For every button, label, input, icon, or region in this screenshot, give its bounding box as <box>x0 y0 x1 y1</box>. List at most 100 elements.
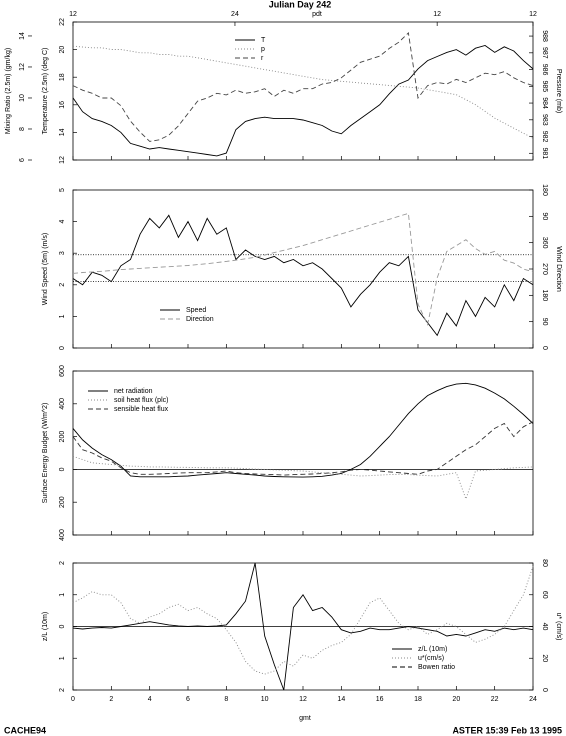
y-axis-title: Mixing Ratio (2.5m) (gm/kg) <box>5 48 12 134</box>
y-tick-label: 2 <box>59 283 66 287</box>
y-tick-label: 200 <box>59 496 66 508</box>
plot-frame <box>72 189 534 349</box>
series-line <box>72 421 534 476</box>
y-tick-label: 12 <box>19 63 26 71</box>
plot-frame <box>72 370 534 536</box>
y-tick-label: 22 <box>59 18 66 26</box>
y-tick-label: 2 <box>59 688 66 692</box>
y-axis-title: z/L (10m) <box>42 612 49 641</box>
y-tick-label: 983 <box>541 114 548 126</box>
series-line <box>72 455 534 501</box>
y-axis-title: Wind Speed (5m) (m/s) <box>42 233 49 305</box>
y-tick-label: 60 <box>541 591 548 599</box>
y-tick-label: 180 <box>541 289 548 301</box>
x-tick-label: 18 <box>414 696 422 703</box>
y-tick-label: 0 <box>59 467 66 471</box>
legend-label: soil heat flux (plc) <box>114 397 168 404</box>
y-tick-label: 20 <box>59 46 66 54</box>
series-line <box>72 214 534 337</box>
y-tick-label: 10 <box>19 94 26 102</box>
y-tick-label: 12 <box>59 156 66 164</box>
y-tick-label: 400 <box>59 398 66 410</box>
y-tick-label: 0 <box>59 346 66 350</box>
legend-label: Direction <box>186 316 214 323</box>
x-tick-label: 22 <box>491 696 499 703</box>
legend-label: z/L (10m) <box>418 646 447 653</box>
y-tick-label: 1 <box>59 314 66 318</box>
legend-label: Speed <box>186 307 206 314</box>
footer-left: CACHE94 <box>4 725 46 735</box>
y-tick-label: 982 <box>541 131 548 143</box>
x-tick-label: 6 <box>186 696 190 703</box>
y-tick-label: 0 <box>541 688 548 692</box>
y-tick-label: 14 <box>59 128 66 136</box>
y-tick-label: 1 <box>59 656 66 660</box>
x-tick-label: 8 <box>224 696 228 703</box>
series-line <box>72 45 534 139</box>
y-axis-title: Wind Direction <box>555 246 562 292</box>
y-tick-label: 1 <box>59 593 66 597</box>
y-axis-title: Surface Energy Budget (W/m^2) <box>42 403 49 504</box>
y-tick-label: 400 <box>59 529 66 541</box>
x-tick-label: 2 <box>109 696 113 703</box>
y-tick-label: 16 <box>59 101 66 109</box>
y-tick-label: 985 <box>541 80 548 92</box>
y-tick-label: 0 <box>541 346 548 350</box>
chart-title: Julian Day 242 <box>269 0 332 9</box>
top-axis-label: pdt <box>312 11 322 18</box>
top-tick-label: 12 <box>433 11 441 18</box>
y-tick-label: 180 <box>541 184 548 196</box>
top-tick-label: 12 <box>69 11 77 18</box>
legend-label: u*(cm/s) <box>418 655 444 662</box>
x-tick-label: 10 <box>261 696 269 703</box>
y-tick-label: 18 <box>59 73 66 81</box>
x-tick-label: 4 <box>148 696 152 703</box>
legend-label: p <box>261 46 265 53</box>
y-tick-label: 270 <box>541 263 548 275</box>
series-line <box>72 562 534 691</box>
y-tick-label: 90 <box>541 318 548 326</box>
y-axis-title: u* (cm/s) <box>555 613 562 641</box>
y-tick-label: 5 <box>59 188 66 192</box>
y-tick-label: 80 <box>541 559 548 567</box>
y-axis-title: Pressure (mb) <box>555 69 562 113</box>
y-tick-label: 600 <box>59 365 66 377</box>
y-tick-label: 987 <box>541 47 548 59</box>
y-tick-label: 40 <box>541 623 548 631</box>
y-tick-label: 988 <box>541 30 548 42</box>
series-line <box>72 45 534 157</box>
x-tick-label: 14 <box>337 696 345 703</box>
y-tick-label: 2 <box>59 561 66 565</box>
footer-right: ASTER 15:39 Feb 13 1995 <box>452 725 562 735</box>
legend-label: sensible heat flux <box>114 406 169 413</box>
plot-frame <box>72 21 534 161</box>
y-tick-label: 0 <box>59 624 66 628</box>
y-tick-label: 90 <box>541 212 548 220</box>
top-tick-label: 12 <box>529 11 537 18</box>
series-line <box>72 31 534 142</box>
y-tick-label: 981 <box>541 147 548 159</box>
x-tick-label: 0 <box>71 696 75 703</box>
x-tick-label: 24 <box>529 696 537 703</box>
series-line <box>72 382 534 478</box>
y-tick-label: 4 <box>59 220 66 224</box>
legend-label: Bowen ratio <box>418 664 455 671</box>
legend-label: net radiation <box>114 388 153 395</box>
legend-label: r <box>261 55 264 62</box>
x-tick-label: 20 <box>452 696 460 703</box>
y-tick-label: 8 <box>19 127 26 131</box>
y-tick-label: 360 <box>541 237 548 249</box>
series-line <box>72 212 534 327</box>
legend-label: T <box>261 37 266 44</box>
x-axis-label: gmt <box>299 715 311 722</box>
y-tick-label: 986 <box>541 64 548 76</box>
y-tick-label: 6 <box>19 158 26 162</box>
x-tick-label: 16 <box>376 696 384 703</box>
top-tick-label: 24 <box>231 11 239 18</box>
x-tick-label: 12 <box>299 696 307 703</box>
series-line <box>72 566 534 675</box>
y-axis-title: Temperature (2.5m) (deg C) <box>42 48 49 135</box>
y-tick-label: 200 <box>59 431 66 443</box>
